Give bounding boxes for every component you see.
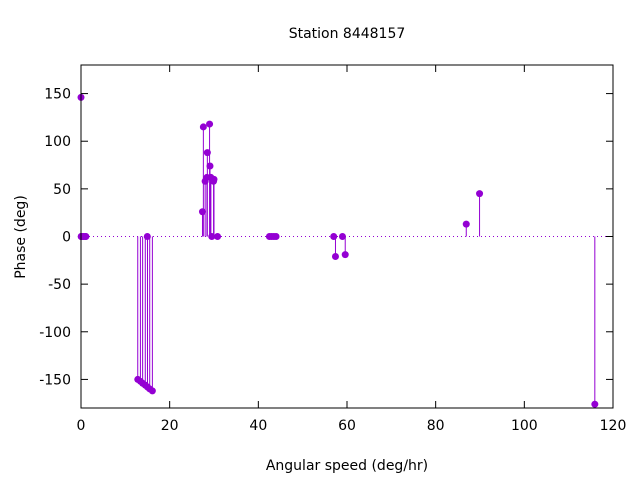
x-axis-label: Angular speed (deg/hr)	[266, 458, 428, 474]
data-point	[341, 251, 349, 259]
y-tick-label: 0	[62, 230, 71, 246]
data-point	[206, 120, 214, 128]
y-axis-label: Phase (deg)	[13, 195, 29, 279]
x-tick-label: 120	[600, 418, 627, 434]
plot-border	[80, 64, 614, 409]
data-point	[210, 175, 218, 183]
x-tick-label: 60	[338, 418, 356, 434]
data-point	[148, 387, 156, 395]
data-point	[476, 190, 484, 198]
chart-title: Station 8448157	[289, 26, 406, 42]
y-tick-label: 50	[53, 182, 71, 198]
data-point	[330, 233, 338, 240]
x-tick-label: 20	[161, 418, 179, 434]
y-tick-label: -100	[39, 325, 71, 341]
x-tick-label: 40	[249, 418, 267, 434]
data-point	[272, 233, 280, 240]
y-tick-label: 150	[44, 87, 71, 103]
data-point	[462, 220, 470, 228]
data-point	[338, 233, 346, 240]
plot-area: 0 20 40 60 80 100 120 -150 -100 -50 0 50 100 150	[39, 64, 627, 434]
x-tick-label: 100	[511, 418, 538, 434]
x-tick-label: 0	[77, 418, 86, 434]
data-point	[331, 253, 339, 261]
y-tick-label: -50	[48, 277, 71, 293]
x-tick-label: 80	[427, 418, 445, 434]
data-point	[198, 208, 206, 216]
data-point	[214, 233, 222, 240]
data-point	[591, 400, 599, 408]
y-tick-label: 100	[44, 134, 71, 150]
data-point	[206, 162, 214, 170]
y-tick-label: -150	[39, 372, 71, 388]
data-point	[82, 233, 90, 240]
data-point	[199, 123, 207, 131]
